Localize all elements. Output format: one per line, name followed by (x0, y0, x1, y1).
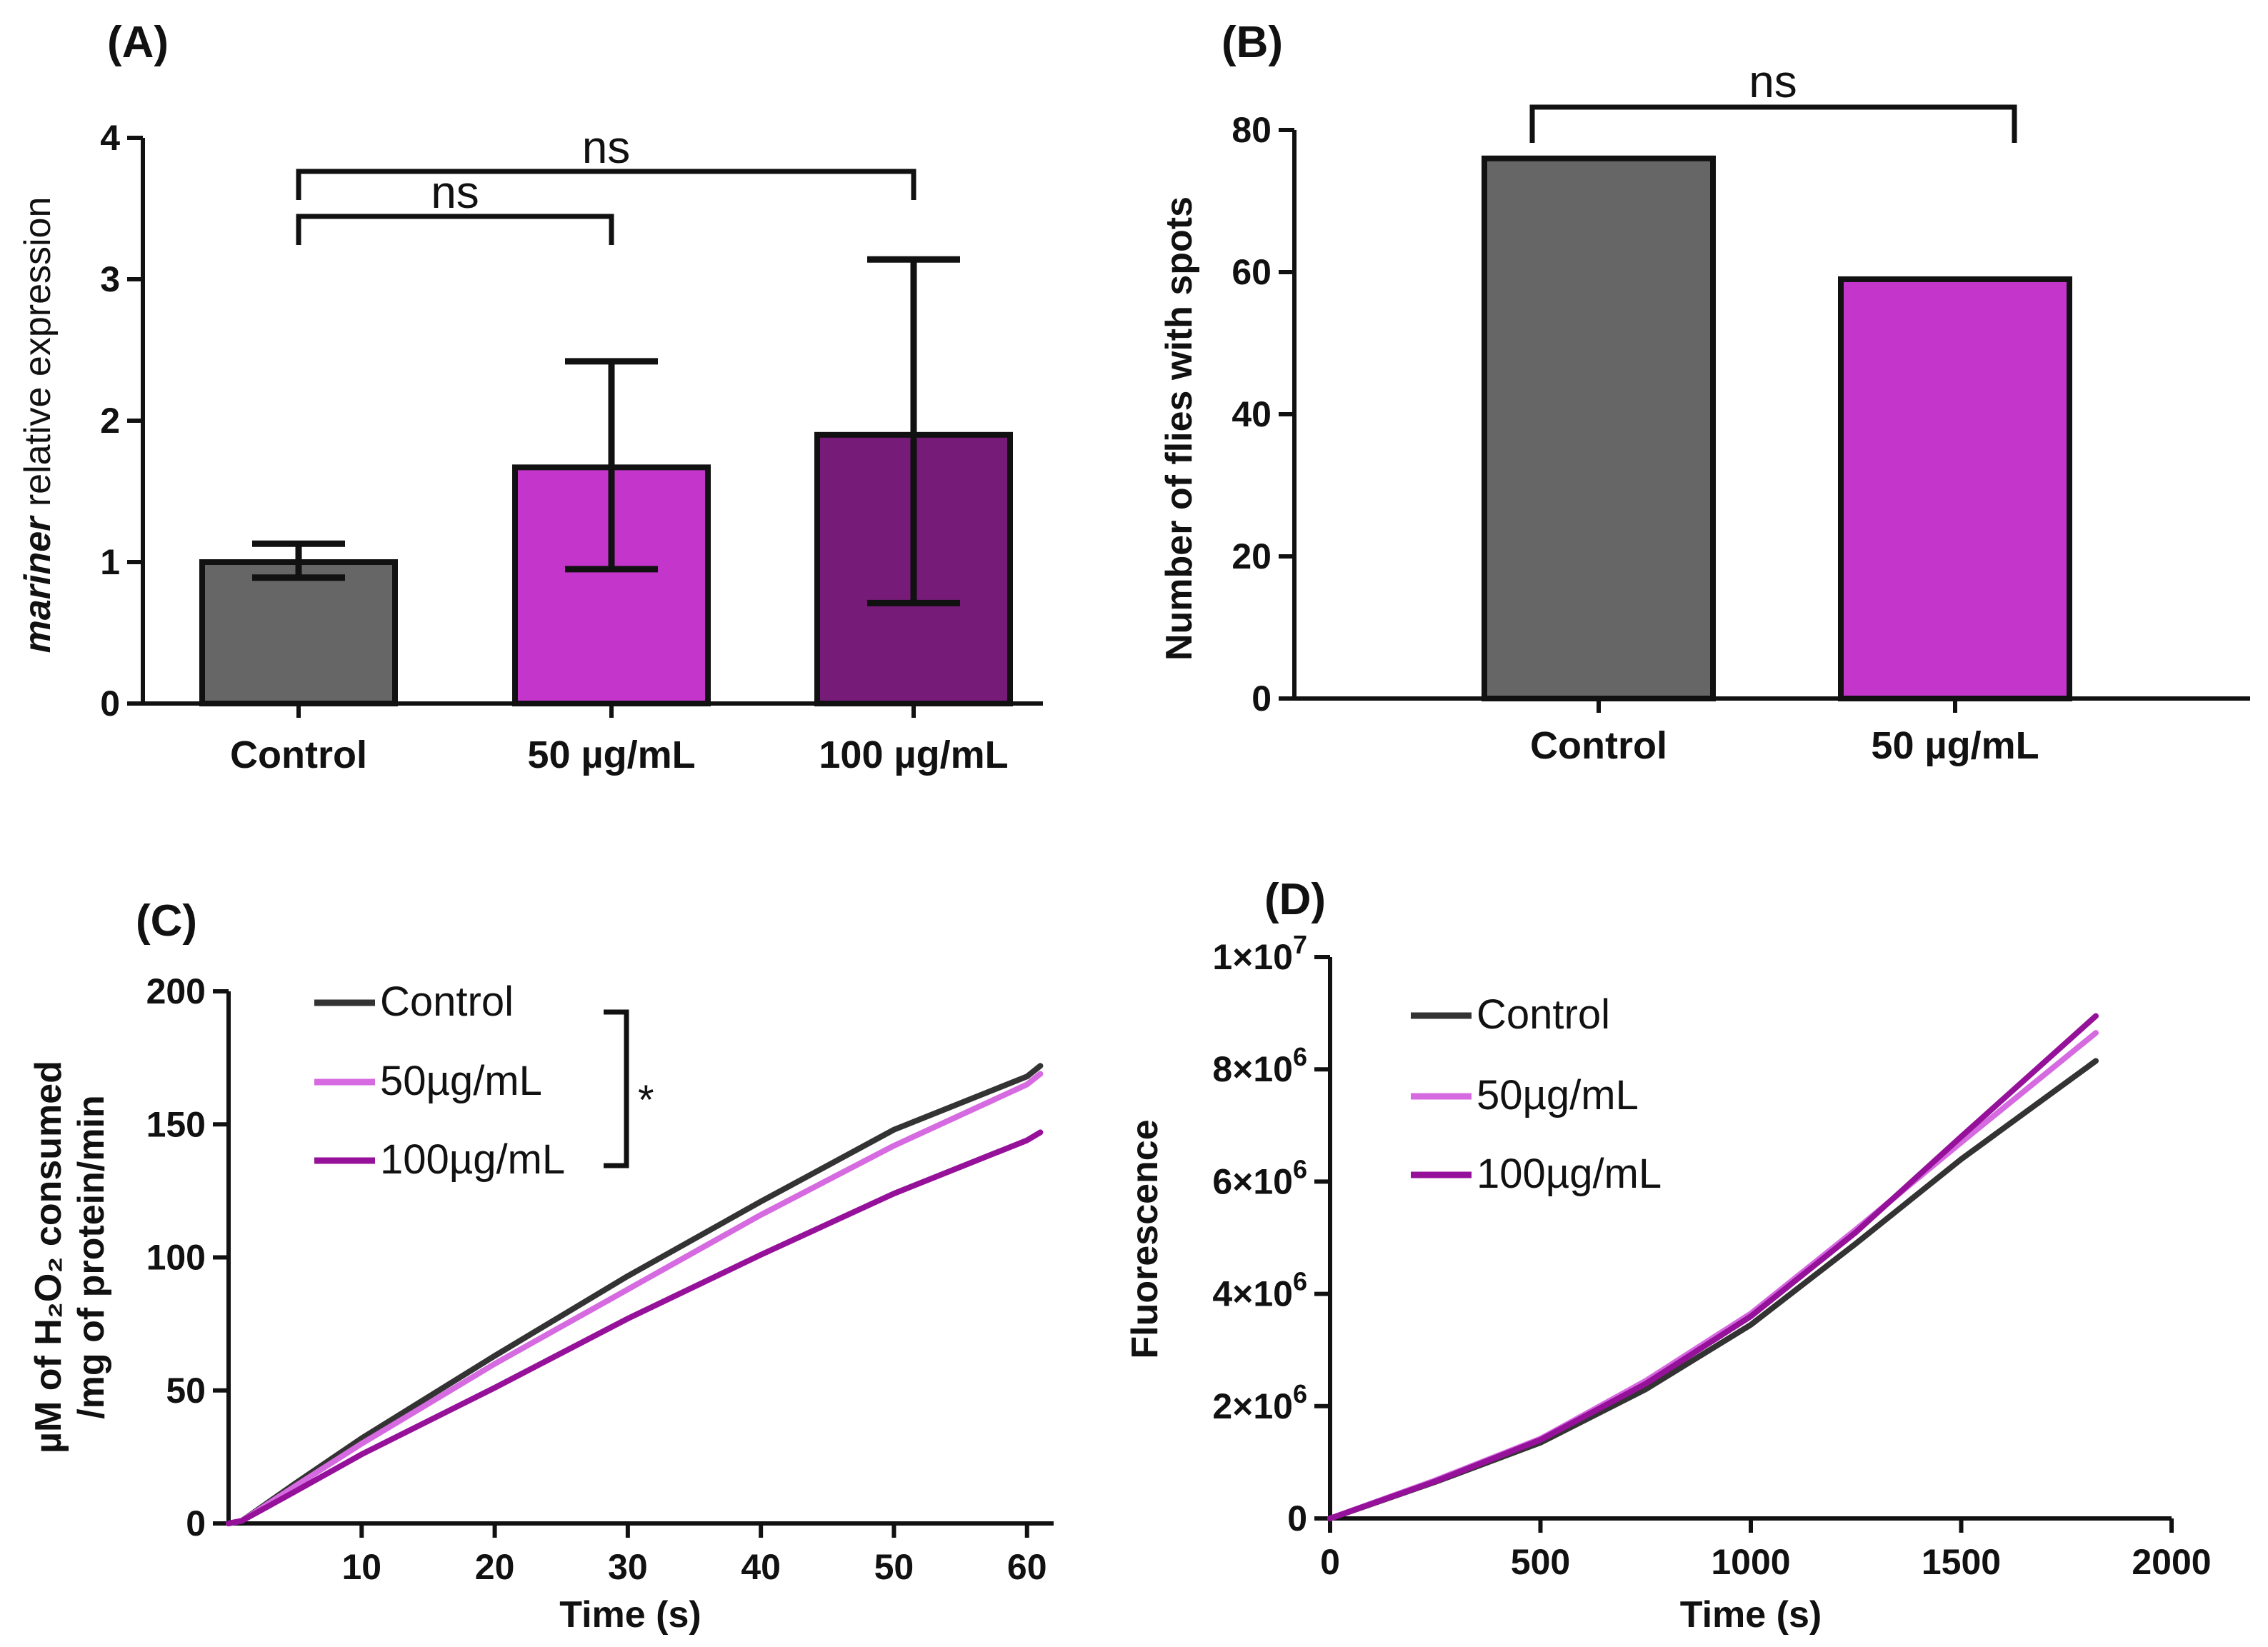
series-line-c-1 (226, 1071, 1044, 1526)
y-tick-label-c: 0 (186, 1503, 206, 1543)
panel-a-label: (A) (107, 18, 169, 67)
y-tick-label-d-base: 2×10 (1212, 1386, 1293, 1426)
category-label-b-1: 50 µg/mL (1871, 724, 2039, 767)
y-tick-label-a: 4 (100, 118, 120, 158)
y-tick-label-b: 60 (1232, 252, 1272, 292)
y-axis-label-a-rest: relative expression (17, 197, 59, 517)
y-tick-label-d-exp: 6 (1293, 1042, 1307, 1071)
series-line-d-1 (1327, 1030, 2099, 1521)
y-axis-label-c-line2: /mg of protein/min (71, 1095, 112, 1419)
y-tick-label-d-base: 6×10 (1212, 1161, 1293, 1201)
x-tick-label-d: 500 (1511, 1542, 1570, 1582)
y-tick-label-d: 6×106 (1212, 1154, 1307, 1201)
x-tick-label-d: 1500 (1922, 1542, 2001, 1582)
y-tick-label-b: 40 (1232, 394, 1272, 434)
x-tick-label-d: 0 (1320, 1542, 1340, 1582)
sig-label-c: * (638, 1077, 654, 1123)
y-tick-label-d-base: 4×10 (1212, 1274, 1293, 1314)
legend-label-d-0: Control (1477, 991, 1610, 1038)
y-tick-label-d-exp: 6 (1293, 1154, 1307, 1183)
panel-b-label: (B) (1222, 18, 1283, 67)
y-tick-label-d-base: 8×10 (1212, 1049, 1293, 1089)
y-axis-label-d: Fluorescence (1124, 1119, 1166, 1358)
y-tick-label-d: 2×106 (1212, 1379, 1307, 1426)
panel-d-label: (D) (1264, 875, 1326, 924)
bracket-a-2 (296, 169, 916, 200)
category-label-a-2: 100 µg/mL (819, 734, 1008, 776)
panel-c-line-chart: 0 50 100 150 200 10 20 30 40 50 60 Control 50µg/mL 10… (28, 971, 1054, 1636)
x-tick-label-d: 1000 (1711, 1542, 1790, 1582)
legend-label-d-2: 100µg/mL (1477, 1151, 1662, 1197)
y-axis-label-a-italic: mariner (17, 515, 59, 654)
y-axis-label-c-line1: µM of H₂O₂ consumed (28, 1061, 69, 1453)
legend-bracket-c (604, 1009, 629, 1168)
y-tick-label-b: 80 (1232, 110, 1272, 150)
y-tick-label-d-exp: 6 (1293, 1267, 1307, 1296)
bar-b-1 (1838, 276, 2072, 701)
y-tick-label-c: 200 (146, 971, 206, 1011)
category-label-b-0: Control (1530, 724, 1667, 767)
bar-b-0 (1482, 155, 1716, 702)
y-tick-label-a: 3 (100, 259, 120, 299)
x-axis-label-c: Time (s) (559, 1594, 701, 1636)
legend-label-c-0: Control (380, 978, 514, 1025)
y-tick-label-c: 150 (146, 1104, 206, 1144)
y-tick-label-c: 50 (166, 1371, 206, 1411)
x-axis-label-d: Time (s) (1680, 1594, 1822, 1636)
panel-b-bar-chart: 0 20 40 60 80 Control 50 µg/mL ns Number of flie… (1159, 56, 2250, 767)
x-tick-label-c: 30 (608, 1547, 648, 1587)
sig-label-a-1: ns (431, 166, 479, 218)
y-tick-label-d-exp: 7 (1293, 930, 1307, 959)
y-tick-label-b: 20 (1232, 536, 1272, 576)
y-tick-label-d: 0 (1287, 1498, 1307, 1538)
y-tick-label-a: 1 (100, 542, 120, 582)
sig-label-b-1: ns (1749, 56, 1797, 107)
y-tick-label-d-base: 0 (1287, 1498, 1307, 1538)
bar-a-0 (199, 559, 398, 706)
bracket-a-1 (296, 214, 614, 245)
category-label-a-1: 50 µg/mL (527, 734, 695, 776)
x-tick-label-d: 2000 (2132, 1542, 2211, 1582)
y-tick-label-a: 2 (100, 401, 120, 441)
y-tick-label-d: 4×106 (1212, 1267, 1307, 1314)
x-tick-label-c: 60 (1007, 1547, 1047, 1587)
panel-a-bar-chart: 0 1 2 3 4 Control 50 µg/mL 100 µg/mL ns ns mariner… (17, 118, 1043, 776)
bracket-b-1 (1529, 104, 2017, 143)
panel-c-label: (C) (136, 896, 197, 946)
x-tick-label-c: 40 (741, 1547, 781, 1587)
x-tick-label-c: 50 (874, 1547, 914, 1587)
y-tick-label-b: 0 (1252, 679, 1272, 719)
y-tick-label-d: 8×106 (1212, 1042, 1307, 1089)
series-line-c-2 (226, 1129, 1044, 1526)
y-tick-label-c: 100 (146, 1238, 206, 1278)
y-tick-label-d-exp: 6 (1293, 1379, 1307, 1408)
legend-label-c-1: 50µg/mL (380, 1058, 542, 1104)
y-tick-label-a: 0 (100, 684, 120, 724)
x-tick-label-c: 10 (341, 1547, 381, 1587)
series-line-d-2 (1327, 1013, 2099, 1521)
y-tick-label-d-base: 1×10 (1212, 937, 1293, 977)
y-axis-label-a: mariner relative expression (17, 197, 59, 654)
legend-label-c-2: 100µg/mL (380, 1136, 565, 1183)
sig-label-a-2: ns (582, 121, 631, 173)
x-tick-label-c: 20 (475, 1547, 515, 1587)
y-tick-label-d: 1×107 (1212, 930, 1307, 977)
legend-label-d-1: 50µg/mL (1477, 1072, 1639, 1118)
y-axis-label-b: Number of flies with spots (1159, 196, 1200, 661)
category-label-a-0: Control (230, 734, 367, 776)
